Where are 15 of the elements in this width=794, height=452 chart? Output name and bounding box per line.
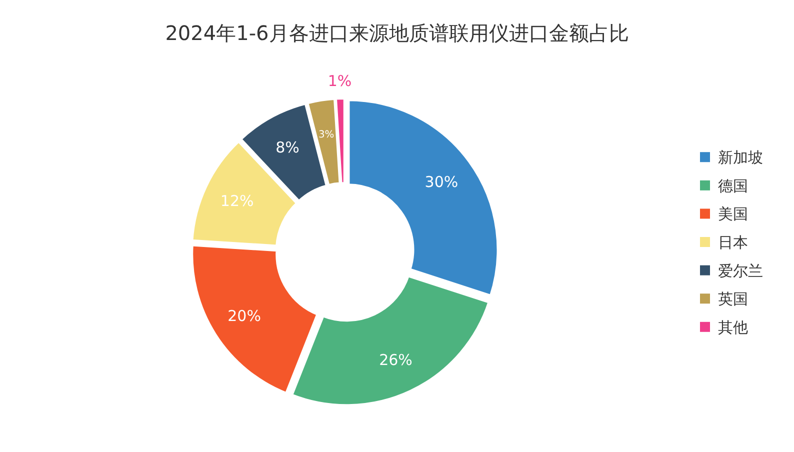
data-label: 3% xyxy=(318,130,334,141)
data-label: 20% xyxy=(228,306,261,325)
data-label: 26% xyxy=(379,350,412,369)
legend-label: 其他 xyxy=(718,318,748,336)
legend-label: 爱尔兰 xyxy=(718,262,763,280)
legend-label: 新加坡 xyxy=(718,148,763,167)
legend-label: 英国 xyxy=(718,290,748,308)
data-label: 30% xyxy=(424,172,458,191)
data-label: 12% xyxy=(220,192,254,210)
legend-label: 德国 xyxy=(718,176,748,195)
title: 2024年1-6月各进口来源地质谱联用仪进口金额占比 xyxy=(165,21,629,45)
legend-label: 日本 xyxy=(718,234,748,252)
data-label: 1% xyxy=(328,72,352,90)
data-label: 8% xyxy=(276,138,300,156)
legend-label: 美国 xyxy=(718,205,748,224)
